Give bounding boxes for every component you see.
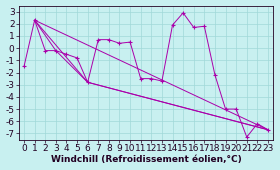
X-axis label: Windchill (Refroidissement éolien,°C): Windchill (Refroidissement éolien,°C) — [51, 155, 241, 164]
